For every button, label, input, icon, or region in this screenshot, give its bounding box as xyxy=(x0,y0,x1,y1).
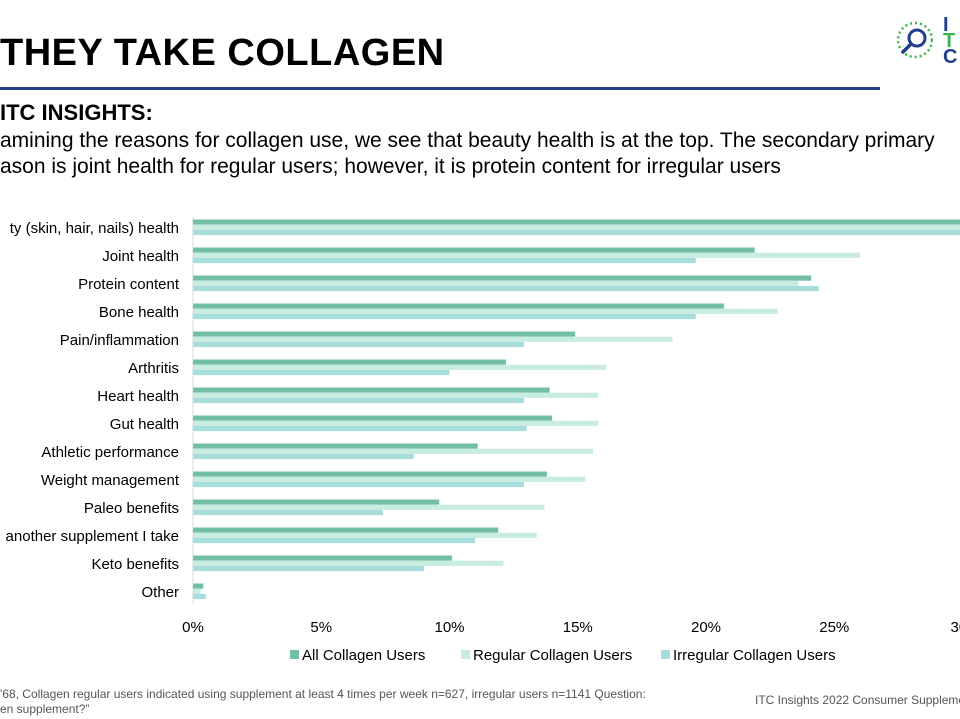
bar-2-13 xyxy=(193,560,504,566)
bar-1-9 xyxy=(193,443,478,449)
bar-3-1 xyxy=(193,229,960,236)
bar-1-5 xyxy=(193,331,576,337)
bar-2-14 xyxy=(193,588,201,594)
bar-1-7 xyxy=(193,387,550,393)
page-title: THEY TAKE COLLAGEN xyxy=(0,32,445,74)
bar-3-3 xyxy=(193,285,819,292)
title-divider xyxy=(0,87,880,90)
bar-3-10 xyxy=(193,481,524,488)
source-credit: ITC Insights 2022 Consumer Suppleme xyxy=(755,693,960,707)
bar-3-13 xyxy=(193,565,424,572)
company-logo: I T C xyxy=(893,14,960,64)
x-tick-label-5: 20% xyxy=(691,619,721,636)
bar-3-9 xyxy=(193,453,414,460)
x-tick-label-2: 5% xyxy=(310,619,332,636)
bar-2-4 xyxy=(193,308,778,314)
bar-1-12 xyxy=(193,527,499,533)
bar-1-3 xyxy=(193,275,812,281)
footnote-line-1: '68, Collagen regular users indicated us… xyxy=(0,687,646,701)
category-label-2: Joint health xyxy=(102,248,179,265)
category-label-10: Weight management xyxy=(41,472,180,489)
bar-3-8 xyxy=(193,425,527,432)
category-label-14: Other xyxy=(141,584,179,601)
category-label-4: Bone health xyxy=(99,304,179,321)
bar-2-6 xyxy=(193,364,606,370)
bar-1-1 xyxy=(193,219,960,225)
category-label-1: ty (skin, hair, nails) health xyxy=(10,220,179,237)
category-label-13: Keto benefits xyxy=(91,556,179,573)
bar-3-7 xyxy=(193,397,524,404)
category-label-5: Pain/inflammation xyxy=(60,332,179,349)
bar-1-10 xyxy=(193,471,547,477)
category-label-9: Athletic performance xyxy=(41,444,179,461)
bar-2-12 xyxy=(193,532,537,538)
logo-letter-1: I xyxy=(943,14,949,36)
bar-2-3 xyxy=(193,280,799,286)
bar-2-11 xyxy=(193,504,545,510)
bar-1-4 xyxy=(193,303,724,309)
bar-1-2 xyxy=(193,247,755,253)
footnote: '68, Collagen regular users indicated us… xyxy=(0,687,646,717)
bar-1-11 xyxy=(193,499,440,505)
insights-line-1: amining the reasons for collagen use, we… xyxy=(0,129,935,152)
bar-3-6 xyxy=(193,369,450,376)
logo-letter-3: C xyxy=(943,46,958,64)
x-tick-label-1: 0% xyxy=(182,619,204,636)
bar-2-2 xyxy=(193,252,860,258)
legend-label-1: All Collagen Users xyxy=(302,647,425,664)
category-label-7: Heart health xyxy=(97,388,179,405)
x-tick-label-3: 10% xyxy=(434,619,464,636)
legend-label-3: Irregular Collagen Users xyxy=(673,647,836,664)
footnote-line-2: en supplement?” xyxy=(0,702,90,716)
bar-3-2 xyxy=(193,257,696,264)
category-label-3: Protein content xyxy=(78,276,180,293)
x-tick-label-7: 30 xyxy=(951,619,960,636)
bar-3-5 xyxy=(193,341,524,348)
x-tick-label-4: 15% xyxy=(563,619,593,636)
bar-2-10 xyxy=(193,476,586,482)
bar-1-6 xyxy=(193,359,506,365)
bar-3-12 xyxy=(193,537,476,544)
bar-3-11 xyxy=(193,509,383,516)
bar-1-14 xyxy=(193,583,204,589)
category-label-11: Paleo benefits xyxy=(84,500,179,517)
bar-3-14 xyxy=(193,593,206,600)
legend-swatch-3 xyxy=(661,650,670,659)
legend-label-2: Regular Collagen Users xyxy=(473,647,632,664)
bar-2-5 xyxy=(193,336,673,342)
category-label-6: Arthritis xyxy=(128,360,179,377)
x-tick-label-6: 25% xyxy=(819,619,849,636)
legend-swatch-2 xyxy=(461,650,470,659)
bar-1-13 xyxy=(193,555,453,561)
bar-2-7 xyxy=(193,392,599,398)
insights-line-2: ason is joint health for regular users; … xyxy=(0,155,781,178)
bar-3-4 xyxy=(193,313,696,320)
category-label-12: another supplement I take xyxy=(6,528,179,545)
bar-1-8 xyxy=(193,415,553,421)
magnifier-logo-icon xyxy=(896,21,933,59)
bar-2-8 xyxy=(193,420,599,426)
bar-2-1 xyxy=(193,224,960,230)
bar-2-9 xyxy=(193,448,594,454)
insights-heading: ITC INSIGHTS: xyxy=(0,100,153,125)
insights-text: amining the reasons for collagen use, we… xyxy=(0,128,960,180)
logo-letter-2: T xyxy=(943,30,956,52)
legend-swatch-1 xyxy=(290,650,299,659)
category-label-8: Gut health xyxy=(110,416,179,433)
